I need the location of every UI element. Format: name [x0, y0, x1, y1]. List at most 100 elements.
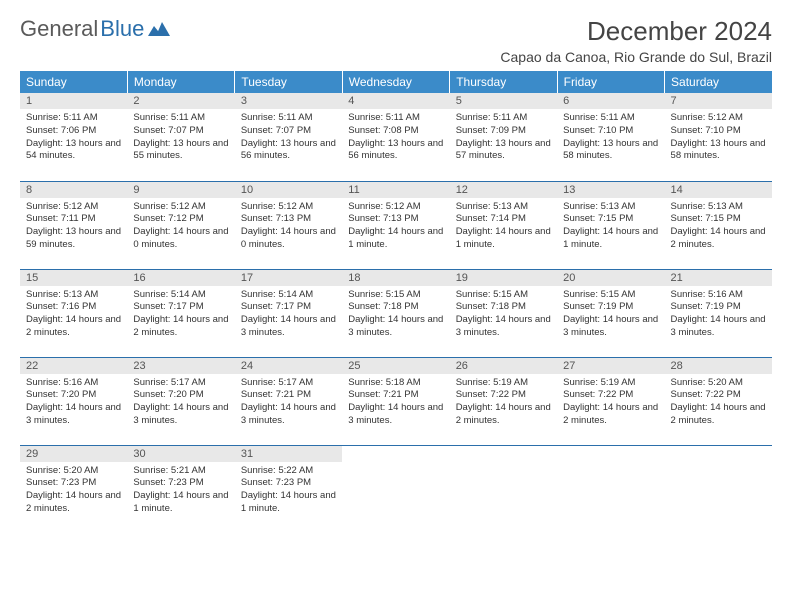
logo-icon [148, 16, 170, 42]
day-number: 18 [342, 270, 449, 286]
weekday-header: Wednesday [342, 71, 449, 93]
logo-text-2: Blue [100, 16, 144, 42]
day-body: Sunrise: 5:13 AMSunset: 7:16 PMDaylight:… [20, 286, 127, 344]
calendar-cell: 21Sunrise: 5:16 AMSunset: 7:19 PMDayligh… [665, 269, 772, 357]
day-number: 7 [665, 93, 772, 109]
day-number: 22 [20, 358, 127, 374]
sunrise-line: Sunrise: 5:13 AM [456, 201, 551, 214]
day-number: 19 [450, 270, 557, 286]
sunset-line: Sunset: 7:18 PM [348, 301, 443, 314]
daylight-line: Daylight: 14 hours and 1 minute. [563, 226, 658, 252]
daylight-line: Daylight: 14 hours and 3 minutes. [241, 402, 336, 428]
day-number: 21 [665, 270, 772, 286]
daylight-line: Daylight: 14 hours and 1 minute. [133, 490, 228, 516]
sunrise-line: Sunrise: 5:13 AM [26, 289, 121, 302]
sunrise-line: Sunrise: 5:11 AM [241, 112, 336, 125]
daylight-line: Daylight: 14 hours and 2 minutes. [671, 226, 766, 252]
sunset-line: Sunset: 7:21 PM [348, 389, 443, 402]
day-body: Sunrise: 5:12 AMSunset: 7:12 PMDaylight:… [127, 198, 234, 256]
calendar-cell: 30Sunrise: 5:21 AMSunset: 7:23 PMDayligh… [127, 445, 234, 533]
day-number: 8 [20, 182, 127, 198]
day-body: Sunrise: 5:12 AMSunset: 7:13 PMDaylight:… [235, 198, 342, 256]
sunset-line: Sunset: 7:22 PM [456, 389, 551, 402]
sunrise-line: Sunrise: 5:12 AM [671, 112, 766, 125]
sunrise-line: Sunrise: 5:14 AM [241, 289, 336, 302]
sunrise-line: Sunrise: 5:17 AM [133, 377, 228, 390]
page-title: December 2024 [500, 16, 772, 47]
day-body: Sunrise: 5:21 AMSunset: 7:23 PMDaylight:… [127, 462, 234, 520]
sunrise-line: Sunrise: 5:15 AM [348, 289, 443, 302]
calendar-cell: 22Sunrise: 5:16 AMSunset: 7:20 PMDayligh… [20, 357, 127, 445]
day-body: Sunrise: 5:17 AMSunset: 7:21 PMDaylight:… [235, 374, 342, 432]
day-body: Sunrise: 5:22 AMSunset: 7:23 PMDaylight:… [235, 462, 342, 520]
weekday-header: Sunday [20, 71, 127, 93]
sunset-line: Sunset: 7:10 PM [671, 125, 766, 138]
sunset-line: Sunset: 7:13 PM [348, 213, 443, 226]
day-body: Sunrise: 5:18 AMSunset: 7:21 PMDaylight:… [342, 374, 449, 432]
day-number: 24 [235, 358, 342, 374]
sunset-line: Sunset: 7:20 PM [133, 389, 228, 402]
weekday-header: Tuesday [235, 71, 342, 93]
logo: GeneralBlue [20, 16, 170, 42]
calendar-cell: 19Sunrise: 5:15 AMSunset: 7:18 PMDayligh… [450, 269, 557, 357]
daylight-line: Daylight: 13 hours and 58 minutes. [671, 138, 766, 164]
calendar-cell: 3Sunrise: 5:11 AMSunset: 7:07 PMDaylight… [235, 93, 342, 181]
calendar-cell: 7 Sunrise: 5:12 AMSunset: 7:10 PMDaylight… [665, 93, 772, 181]
header: GeneralBlue December 2024 Capao da Canoa… [20, 16, 772, 65]
sunset-line: Sunset: 7:23 PM [133, 477, 228, 490]
day-body: Sunrise: 5:11 AMSunset: 7:08 PMDaylight:… [342, 109, 449, 167]
day-number: 13 [557, 182, 664, 198]
day-number: 11 [342, 182, 449, 198]
calendar-cell: 9Sunrise: 5:12 AMSunset: 7:12 PMDaylight… [127, 181, 234, 269]
sunset-line: Sunset: 7:12 PM [133, 213, 228, 226]
daylight-line: Daylight: 13 hours and 57 minutes. [456, 138, 551, 164]
day-body: Sunrise: 5:15 AMSunset: 7:19 PMDaylight:… [557, 286, 664, 344]
calendar-cell: 15Sunrise: 5:13 AMSunset: 7:16 PMDayligh… [20, 269, 127, 357]
sunset-line: Sunset: 7:23 PM [241, 477, 336, 490]
sunrise-line: Sunrise: 5:20 AM [671, 377, 766, 390]
sunset-line: Sunset: 7:08 PM [348, 125, 443, 138]
sunrise-line: Sunrise: 5:11 AM [26, 112, 121, 125]
sunrise-line: Sunrise: 5:12 AM [133, 201, 228, 214]
calendar-row: 22Sunrise: 5:16 AMSunset: 7:20 PMDayligh… [20, 357, 772, 445]
daylight-line: Daylight: 14 hours and 1 minute. [348, 226, 443, 252]
day-number: 27 [557, 358, 664, 374]
sunset-line: Sunset: 7:16 PM [26, 301, 121, 314]
daylight-line: Daylight: 14 hours and 0 minutes. [241, 226, 336, 252]
sunrise-line: Sunrise: 5:18 AM [348, 377, 443, 390]
calendar-cell: 23Sunrise: 5:17 AMSunset: 7:20 PMDayligh… [127, 357, 234, 445]
calendar-row: 29Sunrise: 5:20 AMSunset: 7:23 PMDayligh… [20, 445, 772, 533]
day-number: 17 [235, 270, 342, 286]
calendar-cell: 17Sunrise: 5:14 AMSunset: 7:17 PMDayligh… [235, 269, 342, 357]
sunrise-line: Sunrise: 5:11 AM [133, 112, 228, 125]
day-number: 20 [557, 270, 664, 286]
calendar-cell: 11Sunrise: 5:12 AMSunset: 7:13 PMDayligh… [342, 181, 449, 269]
daylight-line: Daylight: 14 hours and 2 minutes. [26, 490, 121, 516]
sunset-line: Sunset: 7:20 PM [26, 389, 121, 402]
daylight-line: Daylight: 14 hours and 3 minutes. [563, 314, 658, 340]
calendar-cell [342, 445, 449, 533]
sunrise-line: Sunrise: 5:12 AM [241, 201, 336, 214]
daylight-line: Daylight: 14 hours and 3 minutes. [241, 314, 336, 340]
calendar-cell: 5Sunrise: 5:11 AMSunset: 7:09 PMDaylight… [450, 93, 557, 181]
daylight-line: Daylight: 14 hours and 3 minutes. [26, 402, 121, 428]
sunset-line: Sunset: 7:07 PM [241, 125, 336, 138]
calendar-cell: 26Sunrise: 5:19 AMSunset: 7:22 PMDayligh… [450, 357, 557, 445]
sunset-line: Sunset: 7:21 PM [241, 389, 336, 402]
calendar-cell: 13Sunrise: 5:13 AMSunset: 7:15 PMDayligh… [557, 181, 664, 269]
day-body: Sunrise: 5:13 AMSunset: 7:15 PMDaylight:… [665, 198, 772, 256]
sunrise-line: Sunrise: 5:21 AM [133, 465, 228, 478]
daylight-line: Daylight: 14 hours and 2 minutes. [671, 402, 766, 428]
weekday-header: Friday [557, 71, 664, 93]
weekday-header-row: SundayMondayTuesdayWednesdayThursdayFrid… [20, 71, 772, 93]
day-body: Sunrise: 5:12 AMSunset: 7:13 PMDaylight:… [342, 198, 449, 256]
day-number: 26 [450, 358, 557, 374]
daylight-line: Daylight: 14 hours and 3 minutes. [671, 314, 766, 340]
day-body: Sunrise: 5:11 AMSunset: 7:07 PMDaylight:… [235, 109, 342, 167]
calendar-cell: 18Sunrise: 5:15 AMSunset: 7:18 PMDayligh… [342, 269, 449, 357]
day-number: 16 [127, 270, 234, 286]
weekday-header: Thursday [450, 71, 557, 93]
day-number: 3 [235, 93, 342, 109]
sunrise-line: Sunrise: 5:12 AM [26, 201, 121, 214]
daylight-line: Daylight: 13 hours and 56 minutes. [348, 138, 443, 164]
